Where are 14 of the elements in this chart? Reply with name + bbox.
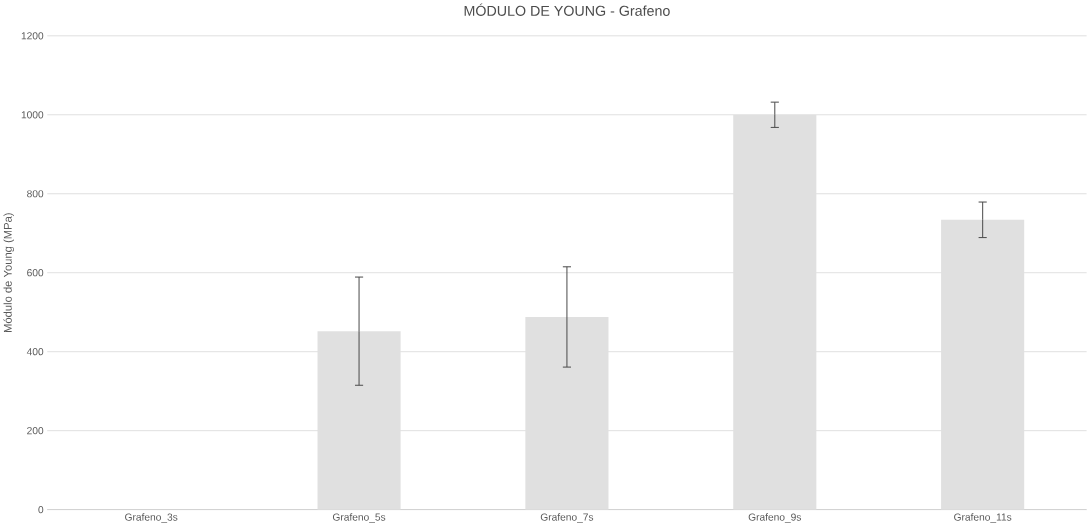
y-axis-title: Módulo de Young (MPa) <box>3 213 14 333</box>
y-tick-label: 200 <box>27 427 44 435</box>
y-tick-label: 800 <box>27 190 44 198</box>
x-tick-label: Grafeno_9s <box>748 513 802 523</box>
y-tick-label: 0 <box>38 506 44 514</box>
chart-title: MÓDULO DE YOUNG - Grafeno <box>464 3 670 16</box>
x-tick-label: Grafeno_7s <box>540 513 594 523</box>
y-tick-label: 600 <box>27 269 44 277</box>
x-tick-label: Grafeno_5s <box>332 513 386 523</box>
y-tick-label: 400 <box>26 348 44 356</box>
y-tick-label: 1000 <box>21 111 44 119</box>
x-tick-label: Grafeno_3s <box>125 513 178 523</box>
y-tick-label: 1200 <box>21 32 44 40</box>
x-tick-label: Grafeno_11s <box>954 513 1012 523</box>
